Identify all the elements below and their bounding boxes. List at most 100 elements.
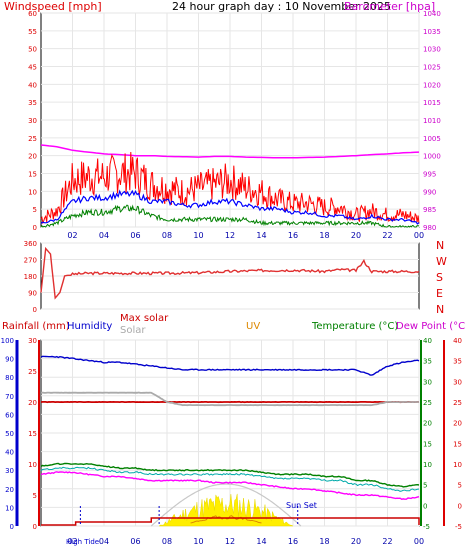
climate-xtick-label: 18: [319, 537, 329, 546]
dew-ytick-label: 40: [453, 337, 462, 345]
wind-ytick-label: 20: [28, 153, 37, 161]
wind-xtick-label: 22: [382, 231, 392, 240]
dir-ytick-label: 360: [24, 240, 37, 248]
humidity-ytick-label: 60: [5, 411, 14, 419]
wind-ytick-label: 15: [28, 171, 37, 179]
wind-ytick-label: 10: [28, 188, 37, 196]
rain-ytick-label: 5: [33, 492, 37, 500]
baro-ytick-label: 1020: [423, 81, 441, 89]
high-tide-annotation: High Tide: [66, 538, 99, 546]
climate-xtick-label: 14: [256, 537, 266, 546]
baro-ytick-label: 1030: [423, 46, 441, 54]
humidity-ytick-label: 70: [5, 393, 14, 401]
dew-ytick-label: 20: [453, 420, 462, 428]
wind-ytick-label: 5: [33, 206, 37, 214]
climate-xtick-label: 06: [130, 537, 140, 546]
wind-ytick-label: 25: [28, 135, 37, 143]
wind-ytick-label: 30: [28, 117, 37, 125]
wind-xtick-label: 02: [67, 231, 77, 240]
climate-xtick-label: 12: [225, 537, 235, 546]
rain-ytick-label: 10: [28, 461, 37, 469]
baro-ytick-label: 1005: [423, 135, 441, 143]
windspeed-label: Windspeed [mph]: [4, 0, 102, 13]
temp-ytick-label: -5: [423, 523, 430, 531]
humidity-ytick-label: 90: [5, 356, 14, 364]
rain-ytick-label: 15: [28, 430, 37, 438]
baro-ytick-label: 1015: [423, 99, 441, 107]
dew-ytick-label: -5: [455, 523, 462, 531]
baro-ytick-label: 990: [423, 188, 436, 196]
baro-ytick-label: 985: [423, 206, 436, 214]
wind-ytick-label: 55: [28, 28, 37, 36]
dew-ytick-label: 10: [453, 461, 462, 469]
wind-ytick-label: 60: [28, 10, 37, 18]
climate-xtick-label: 08: [162, 537, 172, 546]
wind-xtick-label: 16: [288, 231, 298, 240]
baro-ytick-label: 1040: [423, 10, 441, 18]
climate-xtick-label: 04: [99, 537, 109, 546]
wind-xtick-label: 00: [414, 231, 424, 240]
wind-ytick-label: 45: [28, 64, 37, 72]
dew-ytick-label: 30: [453, 378, 462, 386]
rain-ytick-label: 0: [33, 523, 37, 531]
humidity-ytick-label: 30: [5, 467, 14, 475]
temp-ytick-label: 0: [423, 502, 427, 510]
dew-ytick-label: 15: [453, 440, 462, 448]
dew-ytick-label: 25: [453, 399, 462, 407]
rain-ytick-label: 20: [28, 399, 37, 407]
dew-ytick-label: 35: [453, 358, 462, 366]
wind-ytick-label: 40: [28, 81, 37, 89]
temp-ytick-label: 20: [423, 420, 432, 428]
temp-ytick-label: 40: [423, 337, 432, 345]
rain-ytick-label: 25: [28, 368, 37, 376]
climate-xtick-label: 16: [288, 537, 298, 546]
baro-ytick-label: 995: [423, 171, 436, 179]
wind-xtick-label: 20: [351, 231, 361, 240]
barometer-label: Barometer [hpa]: [344, 0, 435, 13]
climate-xtick-label: 22: [382, 537, 392, 546]
compass-label: E: [436, 287, 443, 300]
compass-label: N: [436, 239, 444, 252]
humidity-ytick-label: 50: [5, 430, 14, 438]
humidity-ytick-label: 20: [5, 486, 14, 494]
dew-ytick-label: 5: [458, 482, 462, 490]
compass-label: S: [436, 271, 443, 284]
legend-uv: UV: [246, 321, 260, 332]
legend-temperature: Temperature (°C): [311, 321, 398, 332]
legend-solar: Solar: [120, 325, 146, 336]
sunset-annotation: Sun Set: [286, 501, 317, 510]
wind-xtick-label: 06: [130, 231, 140, 240]
humidity-ytick-label: 100: [1, 337, 14, 345]
wind-xtick-label: 04: [99, 231, 109, 240]
dew-ytick-label: 0: [458, 502, 462, 510]
baro-ytick-label: 1025: [423, 64, 441, 72]
legend-rainfall: Rainfall (mm): [2, 321, 70, 332]
climate-xtick-label: 20: [351, 537, 361, 546]
temp-ytick-label: 15: [423, 440, 432, 448]
compass-label: N: [436, 303, 444, 316]
wind-ytick-label: 35: [28, 99, 37, 107]
wind-xtick-label: 10: [193, 231, 203, 240]
temp-ytick-label: 30: [423, 378, 432, 386]
solar-area: [159, 494, 293, 526]
climate-xtick-label: 00: [414, 537, 424, 546]
dir-ytick-label: 180: [24, 273, 37, 281]
dir-ytick-label: 0: [33, 306, 37, 314]
compass-label: W: [436, 255, 447, 268]
climate-xtick-label: 10: [193, 537, 203, 546]
legend-humidity: Humidity: [67, 321, 112, 332]
humidity-ytick-label: 10: [5, 504, 14, 512]
rain-ytick-label: 30: [28, 337, 37, 345]
humidity-ytick-label: 80: [5, 374, 14, 382]
wind-xtick-label: 08: [162, 231, 172, 240]
dir-ytick-label: 270: [24, 257, 37, 265]
wind-xtick-label: 14: [256, 231, 266, 240]
wind-ytick-label: 0: [33, 224, 37, 232]
humidity-ytick-label: 0: [10, 523, 14, 531]
temp-ytick-label: 5: [423, 482, 427, 490]
wind-xtick-label: 18: [319, 231, 329, 240]
humidity-ytick-label: 40: [5, 449, 14, 457]
temp-ytick-label: 35: [423, 358, 432, 366]
